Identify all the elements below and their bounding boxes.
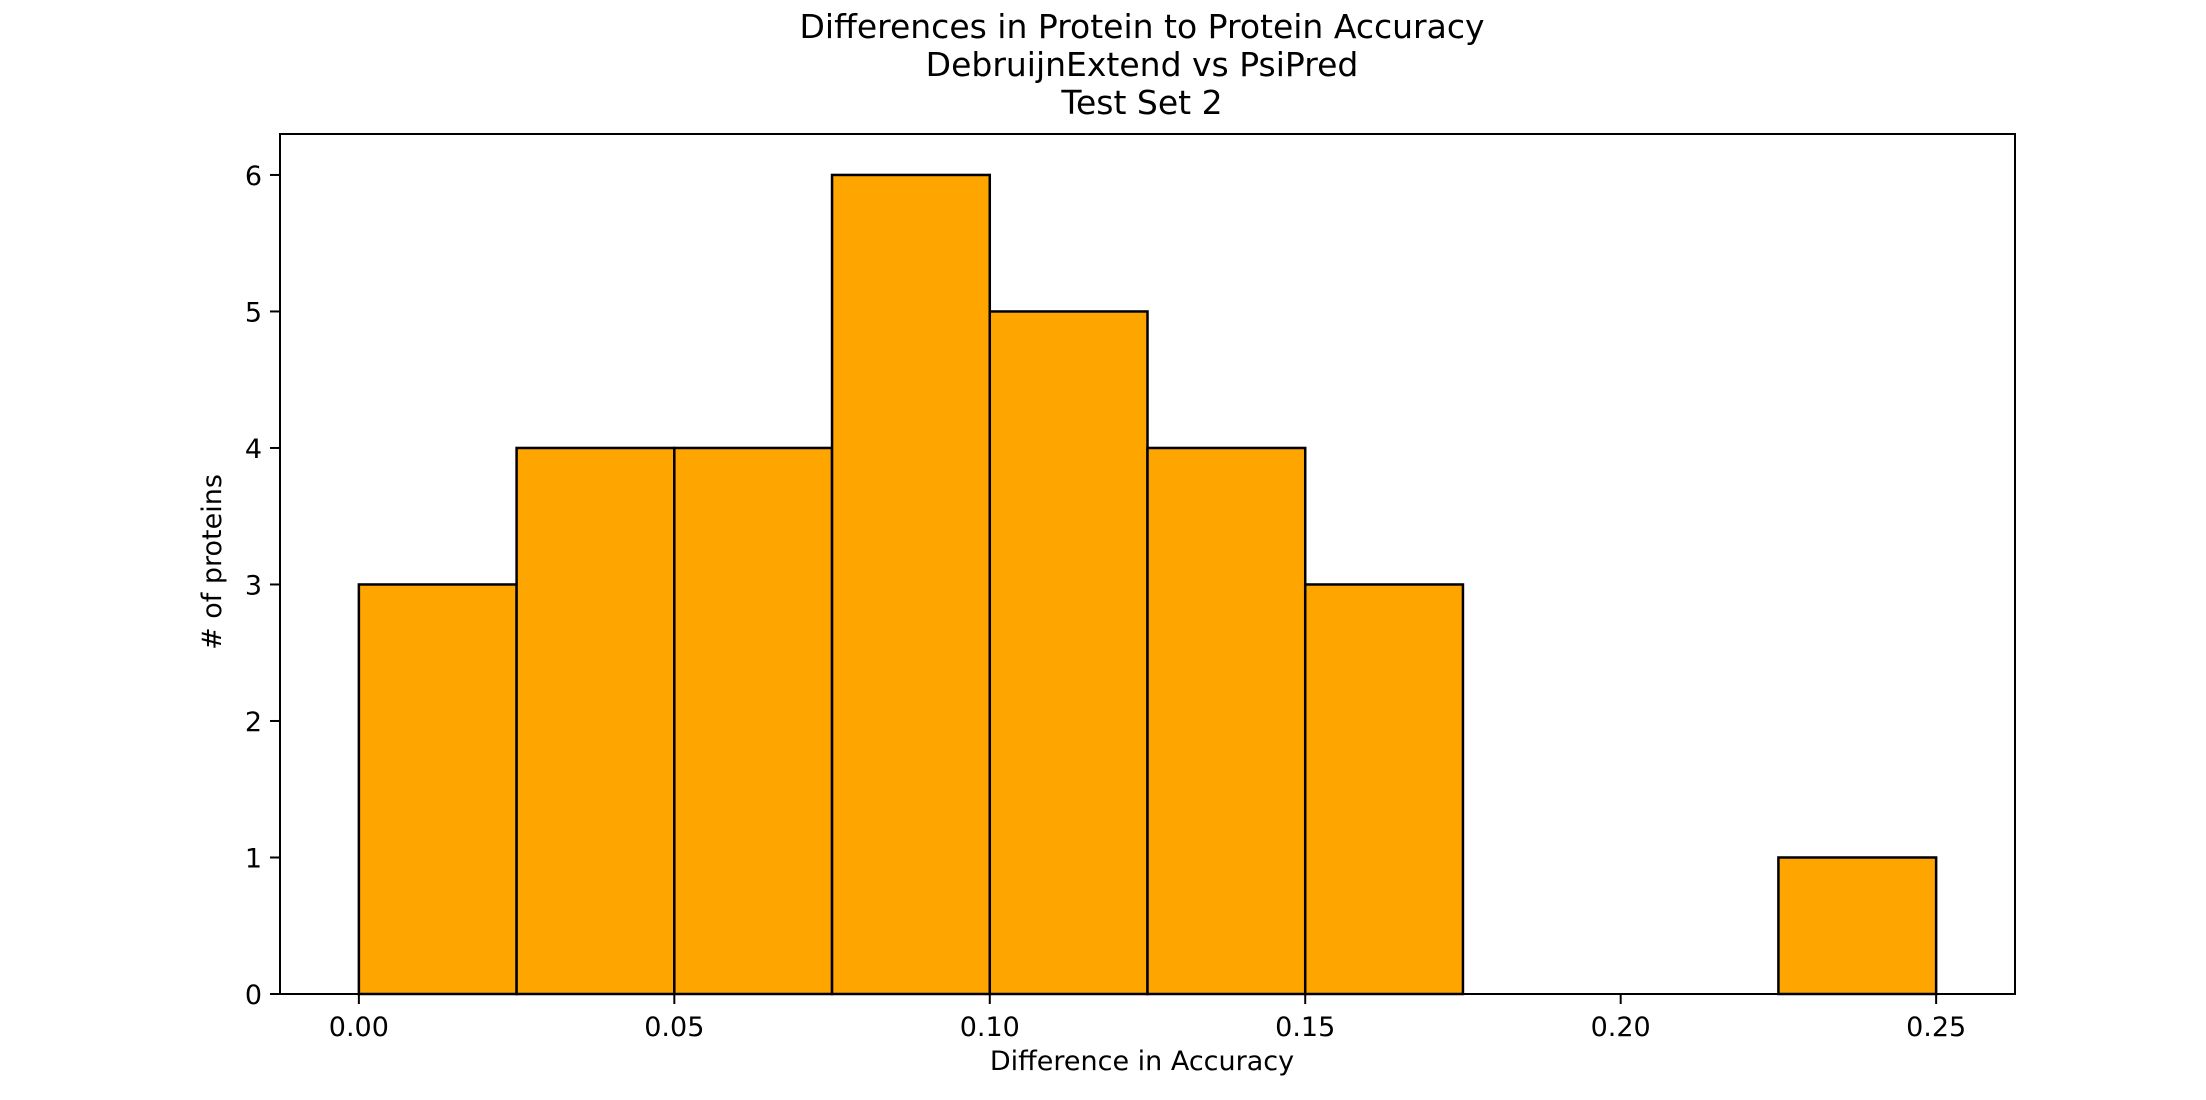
y-tick-label-4: 4: [245, 434, 262, 465]
y-axis-label: # of proteins: [197, 474, 228, 650]
x-tick-label-4: 0.20: [1591, 1012, 1651, 1043]
histogram-bar-1: [515, 446, 676, 996]
x-tick-label-2: 0.10: [960, 1012, 1020, 1043]
y-tick-label-6: 6: [245, 161, 262, 192]
x-tick-label-5: 0.25: [1906, 1012, 1966, 1043]
chart-title-line-2: DebruijnExtend vs PsiPred: [926, 45, 1359, 84]
x-axis-ticks: 0.00 0.05 0.10 0.15 0.20 0.25: [329, 994, 1966, 1043]
chart-title-line-3: Test Set 2: [1060, 83, 1222, 122]
histogram-bar-6: [1303, 583, 1465, 996]
histogram-bar-9: [1777, 856, 1938, 996]
histogram-bar-5: [1146, 446, 1307, 996]
x-tick-label-3: 0.15: [1275, 1012, 1335, 1043]
x-tick-label-0: 0.00: [329, 1012, 389, 1043]
y-tick-label-5: 5: [245, 297, 262, 328]
plot-frame: [279, 133, 2016, 995]
chart-title-line-1: Differences in Protein to Protein Accura…: [800, 7, 1485, 46]
histogram-bars: [357, 173, 1938, 996]
histogram-bar-0: [357, 583, 518, 996]
y-tick-label-2: 2: [245, 707, 262, 738]
histogram-bar-2: [673, 446, 834, 996]
y-tick-label-3: 3: [245, 570, 262, 601]
y-tick-label-1: 1: [245, 843, 262, 874]
x-tick-label-1: 0.05: [644, 1012, 704, 1043]
y-tick-label-0: 0: [245, 980, 262, 1011]
x-axis-label: Difference in Accuracy: [990, 1046, 1294, 1077]
histogram-bar-3: [830, 173, 992, 996]
y-axis-ticks: 0 1 2 3 4 5 6: [245, 161, 280, 1011]
histogram-bar-4: [988, 310, 1149, 996]
